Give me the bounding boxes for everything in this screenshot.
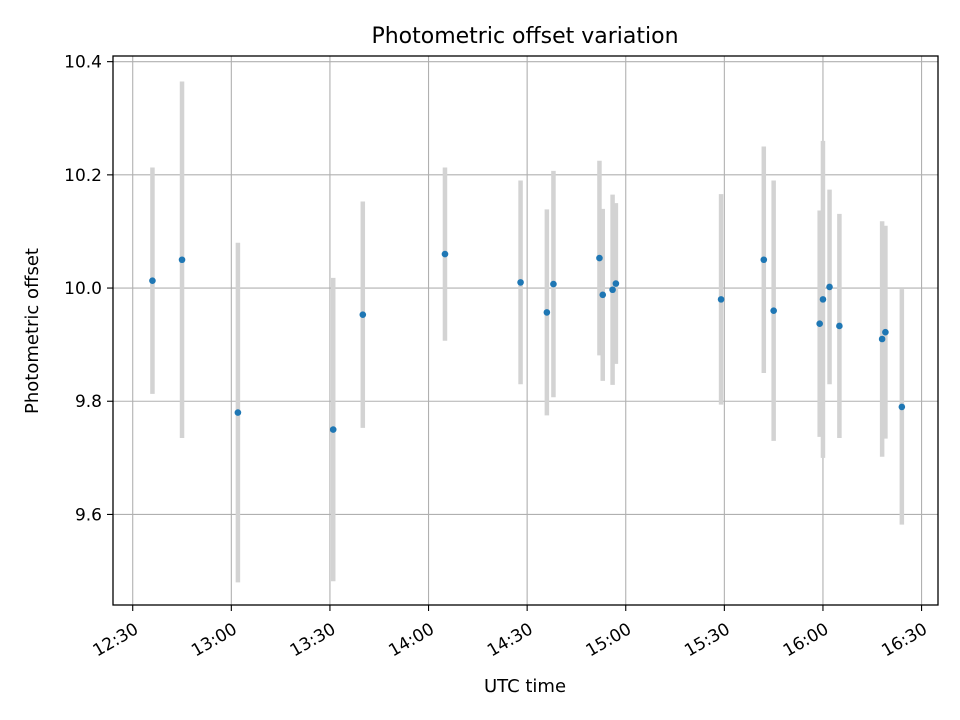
data-point (599, 291, 607, 299)
data-point (878, 335, 886, 343)
data-point (717, 296, 725, 303)
data-point (760, 256, 768, 264)
data-point (882, 328, 889, 336)
chart-title: Photometric offset variation (371, 24, 678, 49)
plot-area (112, 55, 939, 606)
data-point (149, 277, 156, 284)
data-point (517, 279, 524, 286)
data-point (816, 320, 823, 328)
y-tick-label: 10.2 (64, 166, 102, 186)
data-point (836, 322, 843, 330)
data-point (596, 254, 603, 262)
data-point (359, 311, 367, 318)
data-point (609, 286, 616, 294)
y-tick-label: 9.8 (75, 392, 102, 412)
y-tick-label: 10.4 (64, 53, 102, 73)
data-point (550, 280, 557, 288)
data-point (826, 283, 833, 291)
data-point (178, 256, 186, 264)
data-point (234, 409, 242, 416)
data-point (819, 296, 827, 303)
x-axis-label: UTC time (484, 676, 566, 697)
plot-frame (112, 55, 939, 606)
y-axis-label: Photometric offset (22, 248, 43, 414)
plot-background (113, 56, 938, 605)
data-point (441, 250, 449, 258)
data-point (770, 307, 777, 314)
data-point (898, 403, 906, 411)
y-tick-label: 10.0 (64, 279, 102, 299)
data-markers (149, 250, 906, 433)
y-axis: 9.6 9.8 10.0 10.2 10.4 (64, 53, 113, 525)
data-point (543, 309, 551, 316)
data-point (329, 426, 337, 433)
y-tick-label: 9.6 (75, 505, 102, 525)
data-point (612, 280, 620, 287)
